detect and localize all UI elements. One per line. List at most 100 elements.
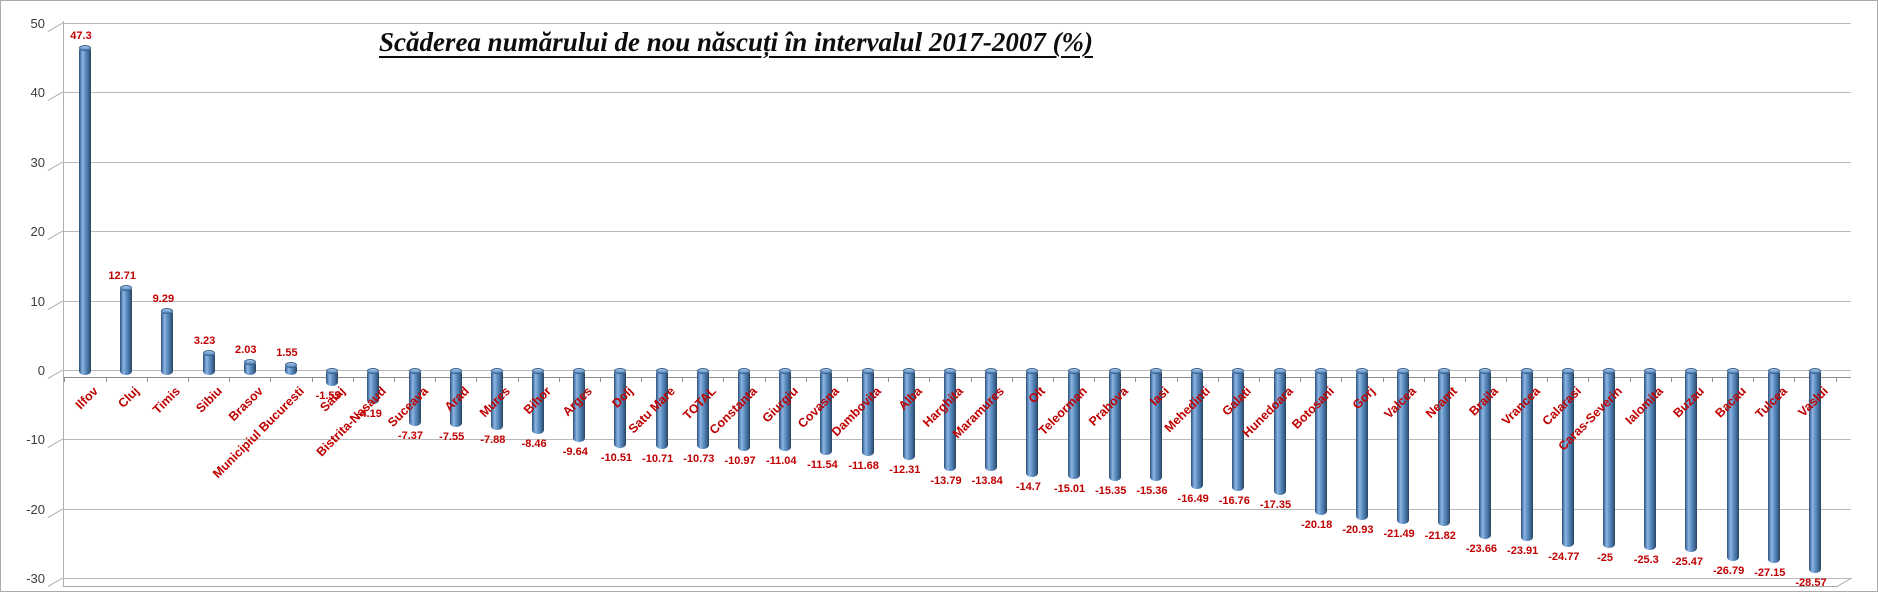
y-axis-tick-label: 10 [30,293,45,309]
category-axis-tick [1753,376,1755,382]
category-axis-tick [64,376,66,382]
category-axis-tick [1423,376,1425,382]
bar-top-cap [1520,367,1533,374]
bar-top-cap [243,358,256,365]
y-axis-tick-label: 30 [30,154,45,170]
bar-vaslui [1809,367,1821,574]
bar-valcea [1397,367,1410,524]
gridline-3d-tail [47,300,63,310]
category-axis-tick [723,376,725,382]
category-axis-tick [1176,376,1178,382]
bar-top-cap [861,367,874,374]
category-axis-tick [435,376,437,382]
bar-calarasi [1561,367,1574,547]
category-axis-tick [1300,376,1302,382]
bar-suceava [408,367,421,426]
bar-top-cap [1191,367,1204,374]
data-label: -17.35 [1259,499,1292,512]
bar-iasi [1149,367,1162,482]
data-label: -25.3 [1633,554,1659,567]
category-axis-tick [270,376,272,382]
category-axis-tick [1094,376,1096,382]
bar-top-cap [1026,367,1039,374]
bar-top-cap [1314,367,1327,374]
bar-municipiul-bucuresti [284,362,297,375]
category-axis-tick [641,376,643,382]
data-label: -14.7 [1015,480,1041,493]
category-axis-tick [311,376,313,382]
bar-top-cap [985,367,998,374]
y-axis-tick-label: 0 [37,362,45,378]
bar-botosani [1314,367,1327,515]
bar-top-cap [696,367,709,374]
bar-covasna [820,367,833,455]
y-axis-tick-label: 20 [30,224,45,240]
bar-ilfov [79,44,91,375]
gridline-3d-tail [47,577,63,587]
data-label: 1.55 [276,347,298,360]
bar-top-cap [1479,367,1492,374]
bar-top-cap [161,308,174,315]
bar-top-cap [408,367,421,374]
data-label: -25.47 [1671,555,1704,568]
category-axis-tick [517,376,519,382]
bar-top-cap [573,367,586,374]
category-axis-tick [847,376,849,382]
category-axis-tick [764,376,766,382]
bar-satu-mare [655,367,668,450]
data-label: 2.03 [235,343,257,356]
category-axis-tick [1835,376,1837,382]
bar-top-cap [1603,367,1616,374]
data-label: -12.31 [889,464,921,477]
bar-top-cap [738,367,751,374]
y-axis-tick-label: 40 [30,85,45,101]
bar-top-cap [614,367,627,374]
data-label: -16.49 [1177,493,1209,506]
data-label: -16.76 [1218,495,1250,508]
category-axis-tick [352,376,354,382]
bar-top-cap [820,367,833,374]
bar-mures [490,367,503,430]
bar-top-cap [490,367,503,374]
bar-ialomita [1644,367,1657,551]
bar-top-cap [779,367,792,374]
category-axis-tick [805,376,807,382]
bar-top-cap [1149,367,1162,374]
bar-top-cap [1726,367,1739,374]
bar-arad [449,367,462,428]
category-axis-tick [146,376,148,382]
category-axis-tick [1217,376,1219,382]
bar-cluj [120,284,133,375]
data-label: -7.88 [480,433,506,446]
data-label: -11.04 [765,455,797,468]
bar-bihor [532,367,545,434]
bar-timis [161,308,174,375]
category-axis-tick [1011,376,1013,382]
bar-top-cap [532,367,545,374]
bar-top-cap [1273,367,1286,374]
data-label: -25 [1597,552,1613,565]
category-axis-tick [1670,376,1672,382]
bar-top-cap [1355,367,1368,374]
floor-front-edge [63,586,1838,587]
chart-title: Scăderea numărului de nou născuți în int… [61,27,1411,58]
bar-bistrita-nasaud [367,367,380,404]
category-axis-tick [1629,376,1631,382]
bar-caras-severin [1603,367,1616,549]
category-axis-tick [1794,376,1796,382]
category-axis-tick [187,376,189,382]
bar-arges [573,367,586,442]
data-label: -9.64 [562,445,588,458]
bar-tulcea [1767,367,1780,564]
data-label: -10.71 [642,453,674,466]
bar-hunedoara [1273,367,1286,496]
bar-teleorman [1067,367,1080,479]
gridline-3d-tail [47,369,63,379]
data-label: -15.36 [1136,485,1168,498]
category-axis-tick [1382,376,1384,382]
data-label: 9.29 [152,293,175,306]
data-label: -23.91 [1507,544,1539,557]
data-label: -21.49 [1383,527,1415,540]
bar-vrancea [1520,367,1533,541]
gridline [63,92,1851,94]
